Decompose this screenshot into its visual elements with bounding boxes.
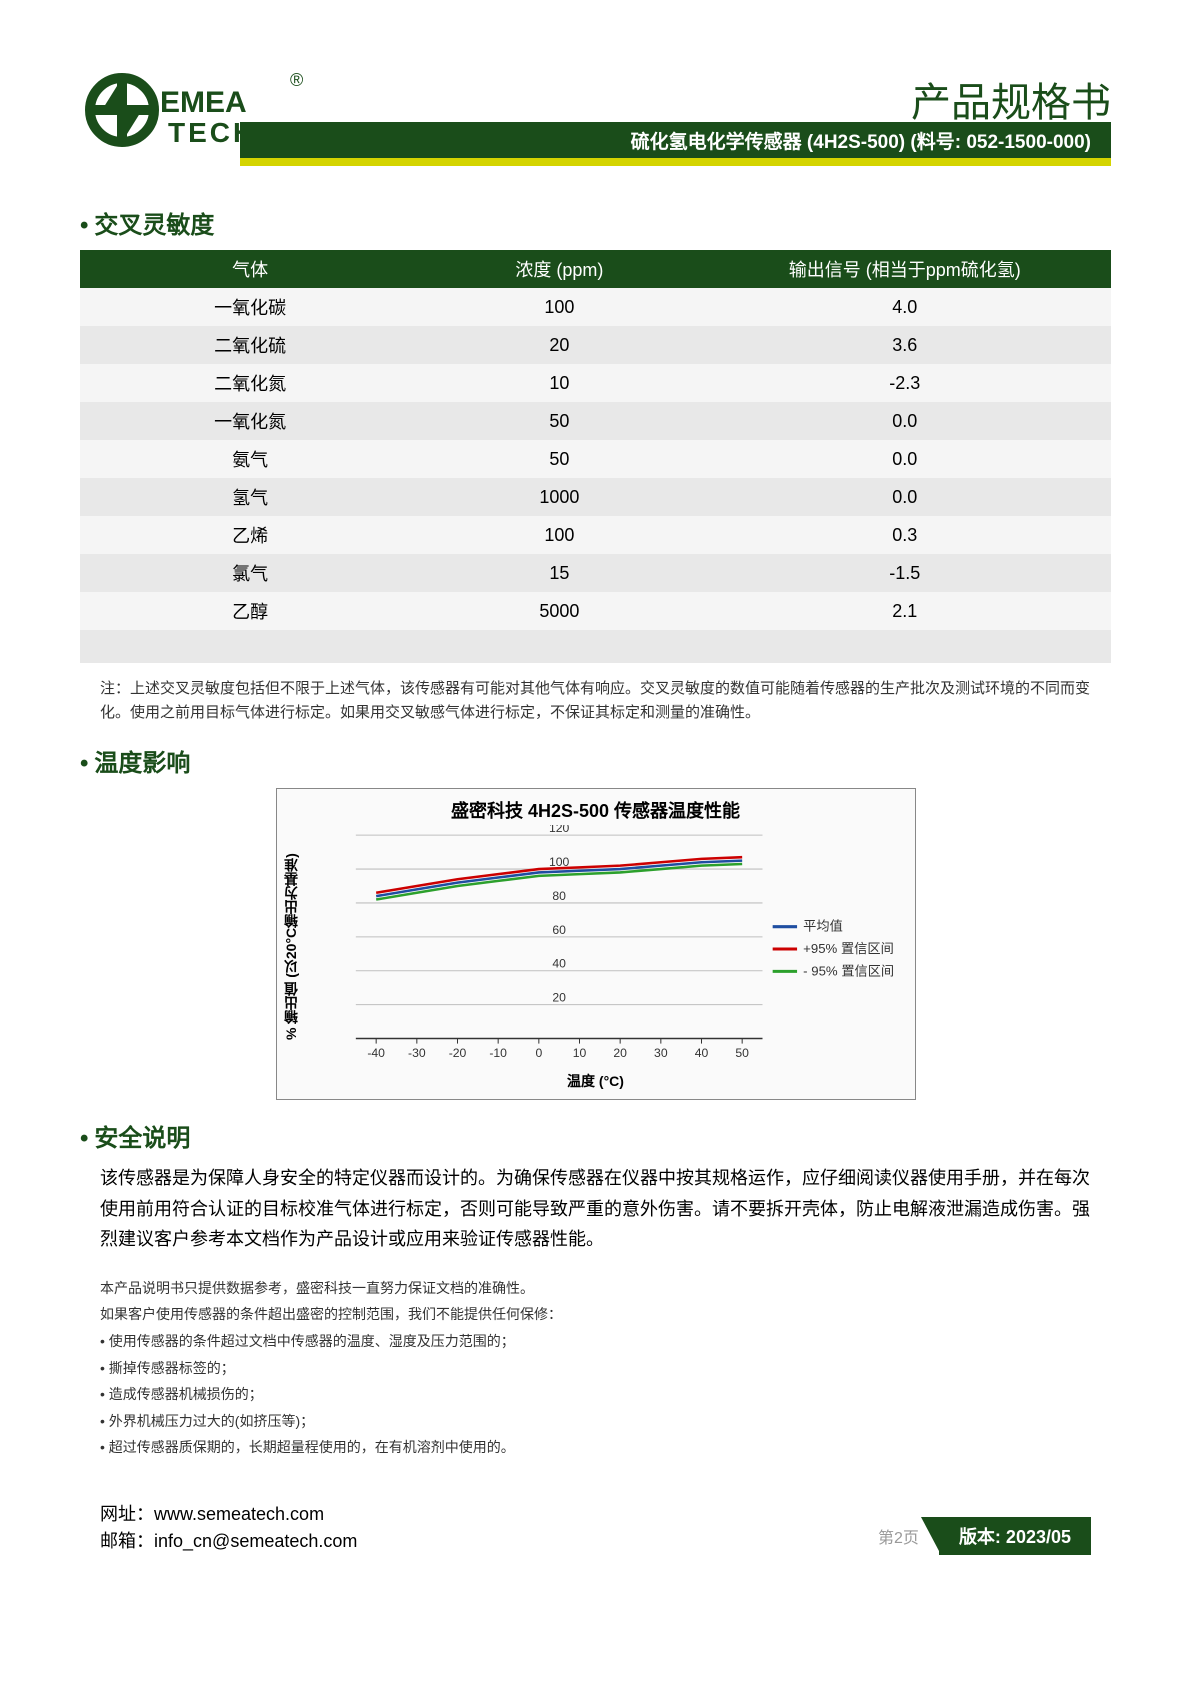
page-header: EMEA TECH ® 产品规格书 硫化氢电化学传感器 (4H2S-500) (… [80, 70, 1111, 180]
svg-text:80: 80 [552, 889, 566, 903]
svg-text:0: 0 [535, 1046, 542, 1060]
svg-text:50: 50 [735, 1046, 749, 1060]
table-cell: 100 [420, 516, 698, 554]
table-cell: 0.0 [699, 402, 1111, 440]
section-safety: •安全说明 [80, 1118, 1111, 1153]
table-cell: 10 [420, 364, 698, 402]
table-header: 输出信号 (相当于ppm硫化氢) [699, 250, 1111, 288]
disclaimer-item: 使用传感器的条件超过文档中传感器的温度、湿度及压力范围的； [100, 1328, 1091, 1355]
disclaimer-item: 本产品说明书只提供数据参考，盛密科技一直努力保证文档的准确性。 [100, 1275, 1091, 1302]
disclaimer-item: 撕掉传感器标签的； [100, 1355, 1091, 1382]
version-badge: 版本: 2023/05 [939, 1517, 1091, 1555]
table-row: 二氧化氮10-2.3 [80, 364, 1111, 402]
footer-url: 网址：www.semeatech.com [100, 1501, 357, 1528]
table-row: 氯气15-1.5 [80, 554, 1111, 592]
temperature-chart: 盛密科技 4H2S-500 传感器温度性能 % 输出值 (以20°C输出为基准)… [276, 788, 916, 1100]
table-cell: 0.3 [699, 516, 1111, 554]
table-cell: 3.6 [699, 326, 1111, 364]
table-cell: 100 [420, 288, 698, 326]
table-cell: 0.0 [699, 478, 1111, 516]
table-header: 气体 [80, 250, 420, 288]
svg-text:-10: -10 [489, 1046, 507, 1060]
table-cell: 50 [420, 440, 698, 478]
table-cell: -1.5 [699, 554, 1111, 592]
svg-text:40: 40 [694, 1046, 708, 1060]
table-cell: 乙烯 [80, 516, 420, 554]
svg-text:-40: -40 [367, 1046, 385, 1060]
table-cell: 20 [420, 326, 698, 364]
registered-mark: ® [290, 70, 303, 91]
table-cell: 15 [420, 554, 698, 592]
svg-text:EMEA: EMEA [160, 86, 247, 119]
page-number: 第2页 [878, 1524, 919, 1548]
section-temperature: •温度影响 [80, 743, 1111, 778]
table-cell: 5000 [420, 592, 698, 630]
table-cell: 二氧化硫 [80, 326, 420, 364]
chart-title: 盛密科技 4H2S-500 传感器温度性能 [277, 789, 915, 825]
table-row: 一氧化碳1004.0 [80, 288, 1111, 326]
table-cell: 氨气 [80, 440, 420, 478]
svg-text:20: 20 [613, 1046, 627, 1060]
table-row: 氢气10000.0 [80, 478, 1111, 516]
svg-text:120: 120 [548, 825, 569, 835]
table-cell: 一氧化氮 [80, 402, 420, 440]
table-cell: 2.1 [699, 592, 1111, 630]
disclaimer-item: 造成传感器机械损伤的； [100, 1381, 1091, 1408]
table-cell: 一氧化碳 [80, 288, 420, 326]
table-row: 乙醇50002.1 [80, 592, 1111, 630]
cross-sensitivity-note: 注：上述交叉灵敏度包括但不限于上述气体，该传感器有可能对其他气体有响应。交叉灵敏… [100, 677, 1091, 725]
safety-paragraph: 该传感器是为保障人身安全的特定仪器而设计的。为确保传感器在仪器中按其规格运作，应… [100, 1163, 1091, 1255]
svg-text:平均值: 平均值 [803, 919, 843, 934]
svg-text:60: 60 [552, 923, 566, 937]
section-title-text: 安全说明 [94, 1125, 190, 1152]
table-cell: 乙醇 [80, 592, 420, 630]
disclaimer-list: 本产品说明书只提供数据参考，盛密科技一直努力保证文档的准确性。如果客户使用传感器… [100, 1275, 1091, 1461]
svg-text:20: 20 [552, 991, 566, 1005]
product-subtitle: 硫化氢电化学传感器 (4H2S-500) (料号: 052-1500-000) [631, 127, 1091, 154]
table-header: 浓度 (ppm) [420, 250, 698, 288]
table-row: 二氧化硫203.6 [80, 326, 1111, 364]
disclaimer-item: 如果客户使用传感器的条件超出盛密的控制范围，我们不能提供任何保修： [100, 1301, 1091, 1328]
table-cell: 氢气 [80, 478, 420, 516]
chart-xlabel: 温度 (°C) [277, 1069, 915, 1099]
page-footer: 网址：www.semeatech.com 邮箱：info_cn@semeatec… [80, 1501, 1111, 1555]
table-cell: 1000 [420, 478, 698, 516]
svg-text:-20: -20 [448, 1046, 466, 1060]
disclaimer-item: 超过传感器质保期的，长期超量程使用的，在有机溶剂中使用的。 [100, 1434, 1091, 1461]
table-cell: 50 [420, 402, 698, 440]
footer-mail: 邮箱：info_cn@semeatech.com [100, 1528, 357, 1555]
svg-text:- 95% 置信区间: - 95% 置信区间 [803, 963, 894, 978]
table-cell: 二氧化氮 [80, 364, 420, 402]
svg-text:10: 10 [572, 1046, 586, 1060]
title-band: 硫化氢电化学传感器 (4H2S-500) (料号: 052-1500-000) [240, 122, 1111, 158]
chart-ylabel: % 输出值 (以20°C输出为基准) [277, 825, 305, 1069]
table-cell: 0.0 [699, 440, 1111, 478]
table-cell: 氯气 [80, 554, 420, 592]
disclaimer-item: 外界机械压力过大的(如挤压等)； [100, 1408, 1091, 1435]
section-cross-sensitivity: •交叉灵敏度 [80, 205, 1111, 240]
table-cell: 4.0 [699, 288, 1111, 326]
svg-text:30: 30 [654, 1046, 668, 1060]
table-row: 乙烯1000.3 [80, 516, 1111, 554]
svg-text:+95% 置信区间: +95% 置信区间 [803, 941, 894, 956]
chart-svg: 20406080100120-40-30-20-1001020304050平均值… [305, 825, 915, 1069]
svg-text:40: 40 [552, 957, 566, 971]
doc-title: 产品规格书 [911, 70, 1111, 128]
table-row: 一氧化氮500.0 [80, 402, 1111, 440]
svg-text:-30: -30 [408, 1046, 426, 1060]
cross-sensitivity-table: 气体浓度 (ppm)输出信号 (相当于ppm硫化氢) 一氧化碳1004.0二氧化… [80, 250, 1111, 663]
section-title-text: 温度影响 [94, 750, 190, 777]
table-cell: -2.3 [699, 364, 1111, 402]
table-row: 氨气500.0 [80, 440, 1111, 478]
section-title-text: 交叉灵敏度 [94, 212, 214, 239]
